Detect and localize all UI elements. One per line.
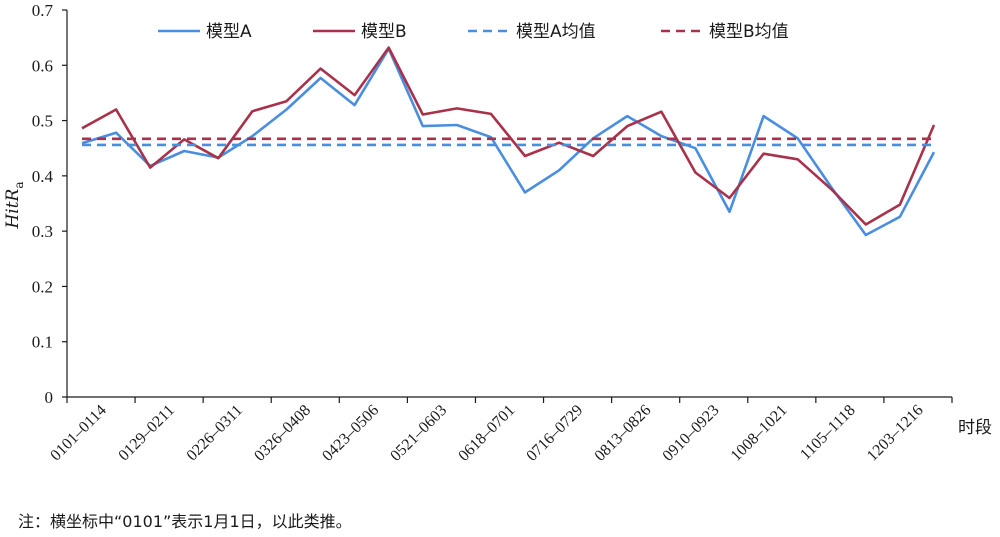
y-tick-label: 0.4 [32, 167, 54, 186]
series-line [81, 47, 936, 237]
y-tick-label: 0.2 [32, 277, 53, 296]
x-tick-label: 0326–0408 [251, 402, 314, 465]
legend-label: 模型B均值 [709, 22, 789, 42]
x-tick-label: 0813–0826 [592, 402, 655, 465]
x-tick-label: 0226–0311 [184, 402, 247, 465]
x-tick-label: 1008–1021 [728, 402, 791, 465]
x-tick-label: 0129–0211 [115, 402, 178, 465]
x-tick-label: 1203–1216 [864, 402, 927, 465]
y-tick-label: 0.5 [32, 112, 53, 131]
y-axis-label-main: HitR [3, 188, 23, 229]
legend-label: 模型A [206, 22, 252, 42]
y-tick-label: 0.3 [32, 222, 53, 241]
x-tick-label: 0423–0506 [319, 402, 382, 465]
y-tick-label: 0.7 [32, 1, 54, 20]
x-tick-label: 0716–0729 [523, 402, 586, 465]
x-tick-label: 0618–0701 [455, 402, 518, 465]
legend-label: 模型B [361, 22, 407, 42]
y-axis-label: HitRa [3, 181, 26, 229]
axes [66, 10, 952, 398]
series-line [81, 46, 936, 226]
legend-label: 模型A均值 [516, 22, 596, 42]
x-tick-label: 0101–0114 [47, 402, 110, 465]
x-axis-label: 时段 [958, 418, 992, 438]
y-tick-label: 0.6 [32, 56, 53, 75]
y-axis-label-sub: a [12, 181, 26, 188]
y-tick-label: 0 [45, 388, 54, 407]
x-tick-label: 0521–0603 [387, 402, 450, 465]
series-lines [81, 46, 936, 237]
x-ticks: 0101–0114 0129–0211 0226–0311 0326–0408 0423… [47, 397, 953, 465]
y-ticks: 0 0.1 0.2 0.3 0.4 0.5 0.6 0.7 [32, 1, 67, 407]
footnote: 注：横坐标中“0101”表示1月1日，以此类推。 [18, 512, 352, 531]
x-tick-label: 0910–0923 [660, 402, 723, 465]
y-tick-label: 0.1 [32, 333, 53, 352]
x-tick-label: 1105–1118 [797, 402, 859, 464]
legend: 模型A 模型B 模型A均值 模型B均值 [158, 22, 789, 42]
